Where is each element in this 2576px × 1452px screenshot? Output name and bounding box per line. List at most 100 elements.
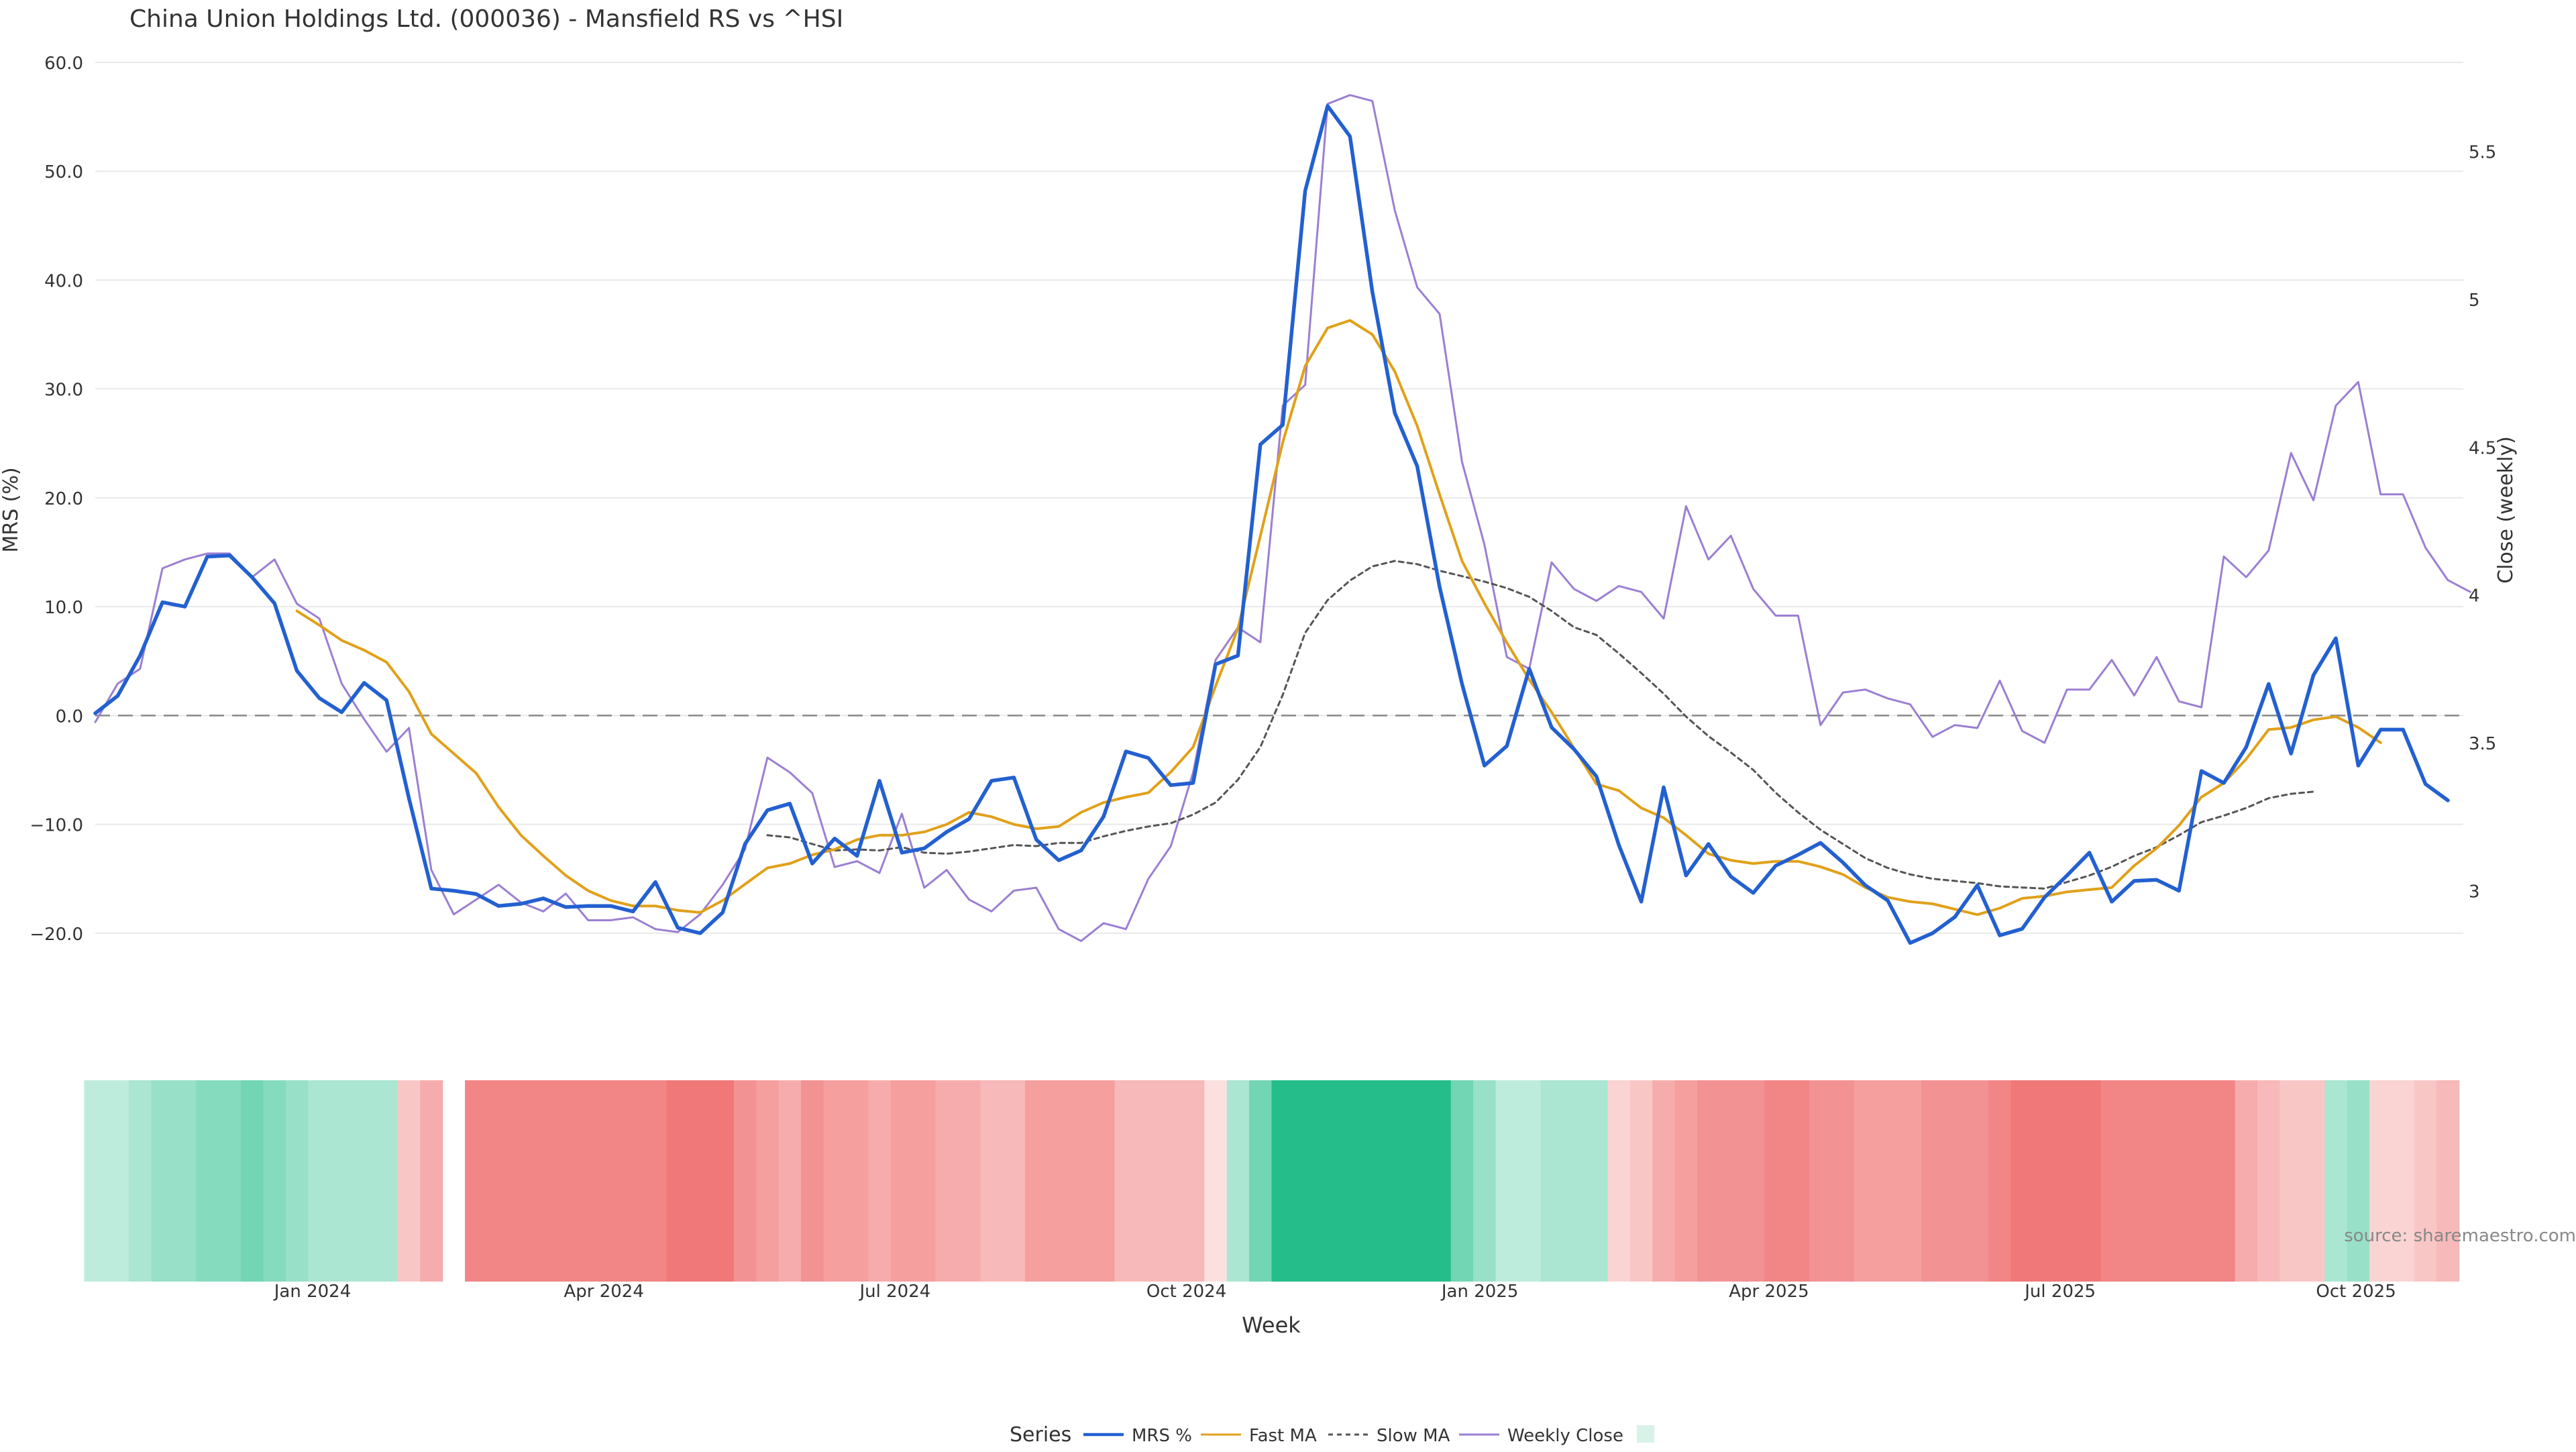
heatmap-cell xyxy=(1921,1080,1945,1282)
heatmap-cell xyxy=(1697,1080,1721,1282)
heatmap-cell xyxy=(308,1080,331,1282)
heatmap-cell xyxy=(420,1080,443,1282)
y2-tick-label: 5 xyxy=(2469,291,2480,311)
heatmap-cell xyxy=(868,1080,892,1282)
heatmap-cell xyxy=(621,1080,645,1282)
heatmap-cell xyxy=(353,1080,376,1282)
heatmap-cell xyxy=(106,1080,129,1282)
heatmap-cell xyxy=(241,1080,264,1282)
heatmap-cell xyxy=(532,1080,555,1282)
y2-tick-label: 4.5 xyxy=(2469,438,2496,458)
heatmap-cell xyxy=(1428,1080,1452,1282)
x-tick-label: Apr 2025 xyxy=(1729,1282,1809,1302)
heatmap-cell xyxy=(218,1080,241,1282)
heatmap-cell xyxy=(2302,1080,2325,1282)
legend: Series MRS % Fast MA Slow MA Weekly Close xyxy=(1010,1423,1654,1447)
heatmap-cell xyxy=(823,1080,847,1282)
x-tick-label: Oct 2025 xyxy=(2316,1282,2396,1302)
heatmap-cell xyxy=(1316,1080,1340,1282)
y2-tick-label: 3 xyxy=(2469,882,2480,902)
heatmap-cell xyxy=(2167,1080,2191,1282)
x-tick-label: Jan 2024 xyxy=(273,1282,352,1302)
heatmap-cell xyxy=(84,1080,107,1282)
heatmap-cell xyxy=(1719,1080,1743,1282)
heatmap-cell xyxy=(1988,1080,2012,1282)
heatmap-cell xyxy=(1450,1080,1474,1282)
y-tick-label: 10.0 xyxy=(44,598,83,618)
series-line-slow-ma xyxy=(766,560,2315,890)
heatmap-cell xyxy=(801,1080,824,1282)
heatmap-cell xyxy=(1540,1080,1564,1282)
heatmap-cell xyxy=(2055,1080,2079,1282)
x-tick-label: Jul 2024 xyxy=(858,1282,930,1302)
series-line-fast-ma xyxy=(295,319,2382,917)
heatmap-cell xyxy=(1047,1080,1071,1282)
heatmap-cell xyxy=(599,1080,623,1282)
heatmap-cell xyxy=(1473,1080,1497,1282)
legend-swatch-heatmap xyxy=(1637,1425,1654,1443)
heatmap-cell xyxy=(1069,1080,1093,1282)
heatmap-cell xyxy=(1249,1080,1273,1282)
heatmap-cell xyxy=(711,1080,735,1282)
heatmap-cell xyxy=(2369,1080,2393,1282)
heatmap-cell xyxy=(1629,1080,1653,1282)
y-tick-label: 20.0 xyxy=(44,489,83,509)
y-tick-label: 30.0 xyxy=(44,380,83,401)
heatmap-cell xyxy=(935,1080,959,1282)
heatmap-cell xyxy=(1876,1080,1900,1282)
x-tick-label: Apr 2024 xyxy=(564,1282,643,1302)
heatmap-cell xyxy=(666,1080,690,1282)
heatmap-cell xyxy=(1831,1080,1855,1282)
heatmap-cell xyxy=(375,1080,398,1282)
heatmap-cell xyxy=(285,1080,309,1282)
heatmap-cell xyxy=(2100,1080,2124,1282)
heatmap-cell xyxy=(2145,1080,2169,1282)
heatmap-cell xyxy=(2414,1080,2437,1282)
heatmap-cell xyxy=(1652,1080,1676,1282)
heatmap-cell xyxy=(487,1080,511,1282)
heatmap-cell xyxy=(957,1080,981,1282)
y2-tick-label: 3.5 xyxy=(2469,734,2496,754)
heatmap-cell xyxy=(1204,1080,1228,1282)
heatmap-cell xyxy=(129,1080,152,1282)
heatmap-cell xyxy=(1786,1080,1810,1282)
x-axis-label: Week xyxy=(1242,1312,1301,1338)
heatmap-cell xyxy=(1741,1080,1765,1282)
heatmap-cell xyxy=(1405,1080,1429,1282)
legend-label: MRS % xyxy=(1132,1426,1192,1446)
heatmap-cell xyxy=(1181,1080,1205,1282)
heatmap-cell xyxy=(2392,1080,2415,1282)
heatmap-cell xyxy=(1943,1080,1967,1282)
heatmap-cell xyxy=(1854,1080,1877,1282)
y2-tick-label: 4 xyxy=(2469,586,2480,607)
heatmap-cell xyxy=(644,1080,667,1282)
heatmap-cell xyxy=(1361,1080,1385,1282)
heatmap-cell xyxy=(465,1080,488,1282)
heatmap-cell xyxy=(1495,1080,1519,1282)
heatmap-cell xyxy=(2436,1080,2460,1282)
heatmap-cell xyxy=(1898,1080,1922,1282)
heatmap-cell xyxy=(733,1080,757,1282)
x-tick-label: Jul 2025 xyxy=(2023,1282,2096,1302)
y-tick-label: −20.0 xyxy=(30,925,83,945)
heatmap-cell xyxy=(2190,1080,2213,1282)
heatmap-cell xyxy=(2235,1080,2258,1282)
heatmap-cell xyxy=(1338,1080,1362,1282)
grid-layer xyxy=(95,61,2463,934)
heatmap-cell xyxy=(1562,1080,1586,1282)
series-layer xyxy=(93,94,2471,945)
heatmap-cell xyxy=(509,1080,533,1282)
series-line-weekly-close xyxy=(94,94,2471,942)
heatmap-cell xyxy=(1809,1080,1833,1282)
heatmap-cell xyxy=(1092,1080,1116,1282)
heatmap-cell xyxy=(2347,1080,2370,1282)
heatmap-cell xyxy=(196,1080,219,1282)
heatmap-cell xyxy=(1966,1080,1989,1282)
heatmap-cell xyxy=(1002,1080,1026,1282)
series-line-mrs xyxy=(93,104,2450,945)
axis-layer: 60.0 50.0 40.0 30.0 20.0 10.0 0.0 −10.0 −20.0 5.5… xyxy=(30,54,2496,1302)
legend-label: Slow MA xyxy=(1377,1426,1450,1446)
chart-title: China Union Holdings Ltd. (000036) - Man… xyxy=(129,5,843,33)
